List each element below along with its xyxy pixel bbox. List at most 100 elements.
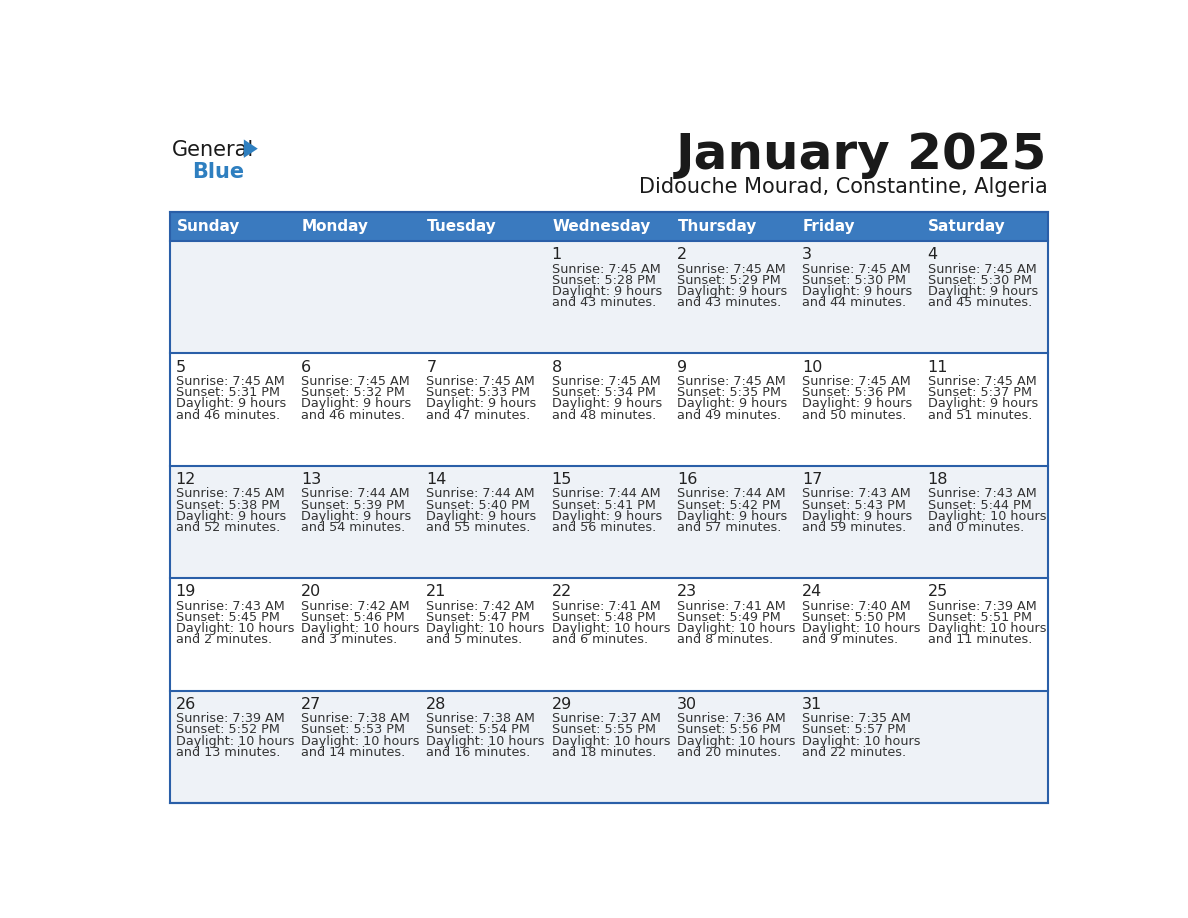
Text: and 8 minutes.: and 8 minutes. <box>677 633 773 646</box>
Text: 3: 3 <box>802 247 813 263</box>
Text: Daylight: 9 hours: Daylight: 9 hours <box>677 285 788 298</box>
Text: Daylight: 9 hours: Daylight: 9 hours <box>426 509 537 522</box>
Text: and 11 minutes.: and 11 minutes. <box>928 633 1032 646</box>
Text: and 9 minutes.: and 9 minutes. <box>802 633 898 646</box>
Text: Sunset: 5:32 PM: Sunset: 5:32 PM <box>301 386 405 399</box>
Text: Thursday: Thursday <box>677 218 757 234</box>
Text: 9: 9 <box>677 360 687 375</box>
Text: 25: 25 <box>928 585 948 599</box>
Text: Sunrise: 7:38 AM: Sunrise: 7:38 AM <box>301 712 410 725</box>
Text: and 54 minutes.: and 54 minutes. <box>301 521 405 534</box>
Text: Sunset: 5:29 PM: Sunset: 5:29 PM <box>677 274 781 286</box>
Text: Sunrise: 7:42 AM: Sunrise: 7:42 AM <box>426 599 535 613</box>
Text: and 47 minutes.: and 47 minutes. <box>426 409 531 421</box>
Text: Sunrise: 7:44 AM: Sunrise: 7:44 AM <box>426 487 535 500</box>
Text: and 49 minutes.: and 49 minutes. <box>677 409 781 421</box>
Text: 22: 22 <box>551 585 571 599</box>
Text: 14: 14 <box>426 472 447 487</box>
Text: Sunset: 5:51 PM: Sunset: 5:51 PM <box>928 611 1031 624</box>
Text: and 57 minutes.: and 57 minutes. <box>677 521 782 534</box>
Text: Daylight: 10 hours: Daylight: 10 hours <box>551 734 670 747</box>
Text: Daylight: 10 hours: Daylight: 10 hours <box>176 622 295 635</box>
Text: Daylight: 10 hours: Daylight: 10 hours <box>426 622 545 635</box>
Text: 1: 1 <box>551 247 562 263</box>
Text: Sunset: 5:52 PM: Sunset: 5:52 PM <box>176 723 279 736</box>
Text: and 13 minutes.: and 13 minutes. <box>176 745 280 759</box>
Bar <box>170 466 1048 578</box>
Text: 21: 21 <box>426 585 447 599</box>
Bar <box>170 212 296 241</box>
Text: Sunrise: 7:45 AM: Sunrise: 7:45 AM <box>426 375 535 388</box>
Text: and 43 minutes.: and 43 minutes. <box>551 297 656 309</box>
Text: Sunset: 5:55 PM: Sunset: 5:55 PM <box>551 723 656 736</box>
Text: 2: 2 <box>677 247 687 263</box>
Text: and 43 minutes.: and 43 minutes. <box>677 297 782 309</box>
Text: Sunset: 5:56 PM: Sunset: 5:56 PM <box>677 723 781 736</box>
Text: and 18 minutes.: and 18 minutes. <box>551 745 656 759</box>
Bar <box>170 690 1048 803</box>
Text: Sunset: 5:44 PM: Sunset: 5:44 PM <box>928 498 1031 511</box>
Text: and 48 minutes.: and 48 minutes. <box>551 409 656 421</box>
Bar <box>170 578 1048 690</box>
Text: Sunrise: 7:39 AM: Sunrise: 7:39 AM <box>176 712 284 725</box>
Text: 17: 17 <box>802 472 822 487</box>
Text: Sunrise: 7:43 AM: Sunrise: 7:43 AM <box>928 487 1036 500</box>
Text: Daylight: 10 hours: Daylight: 10 hours <box>301 734 419 747</box>
Text: Sunrise: 7:45 AM: Sunrise: 7:45 AM <box>301 375 410 388</box>
Text: and 51 minutes.: and 51 minutes. <box>928 409 1032 421</box>
Text: Daylight: 10 hours: Daylight: 10 hours <box>928 622 1047 635</box>
Text: and 0 minutes.: and 0 minutes. <box>928 521 1024 534</box>
Text: 27: 27 <box>301 697 321 711</box>
Text: Sunrise: 7:45 AM: Sunrise: 7:45 AM <box>176 375 284 388</box>
Text: and 2 minutes.: and 2 minutes. <box>176 633 272 646</box>
Text: Didouche Mourad, Constantine, Algeria: Didouche Mourad, Constantine, Algeria <box>639 177 1048 197</box>
Text: Sunrise: 7:43 AM: Sunrise: 7:43 AM <box>802 487 911 500</box>
Text: and 50 minutes.: and 50 minutes. <box>802 409 906 421</box>
Text: 23: 23 <box>677 585 697 599</box>
Text: Sunrise: 7:44 AM: Sunrise: 7:44 AM <box>677 487 785 500</box>
Text: Blue: Blue <box>192 162 244 182</box>
Text: 10: 10 <box>802 360 822 375</box>
Bar <box>546 212 671 241</box>
Text: 18: 18 <box>928 472 948 487</box>
Text: Sunset: 5:28 PM: Sunset: 5:28 PM <box>551 274 656 286</box>
Text: Daylight: 10 hours: Daylight: 10 hours <box>426 734 545 747</box>
Text: Sunset: 5:38 PM: Sunset: 5:38 PM <box>176 498 279 511</box>
Text: Sunset: 5:48 PM: Sunset: 5:48 PM <box>551 611 656 624</box>
Text: Sunrise: 7:44 AM: Sunrise: 7:44 AM <box>551 487 661 500</box>
Text: and 6 minutes.: and 6 minutes. <box>551 633 647 646</box>
Text: and 44 minutes.: and 44 minutes. <box>802 297 906 309</box>
Text: Daylight: 10 hours: Daylight: 10 hours <box>802 622 921 635</box>
Text: Sunrise: 7:39 AM: Sunrise: 7:39 AM <box>928 599 1036 613</box>
Text: Daylight: 9 hours: Daylight: 9 hours <box>176 509 286 522</box>
Text: Sunset: 5:35 PM: Sunset: 5:35 PM <box>677 386 781 399</box>
Text: Sunset: 5:46 PM: Sunset: 5:46 PM <box>301 611 405 624</box>
Text: Daylight: 9 hours: Daylight: 9 hours <box>551 285 662 298</box>
Text: Sunset: 5:50 PM: Sunset: 5:50 PM <box>802 611 906 624</box>
Polygon shape <box>244 140 258 158</box>
Text: 15: 15 <box>551 472 571 487</box>
Text: Daylight: 10 hours: Daylight: 10 hours <box>551 622 670 635</box>
Text: Sunset: 5:43 PM: Sunset: 5:43 PM <box>802 498 906 511</box>
Text: Sunrise: 7:40 AM: Sunrise: 7:40 AM <box>802 599 911 613</box>
Text: Sunset: 5:33 PM: Sunset: 5:33 PM <box>426 386 530 399</box>
Text: Sunrise: 7:41 AM: Sunrise: 7:41 AM <box>677 599 785 613</box>
Text: and 5 minutes.: and 5 minutes. <box>426 633 523 646</box>
Text: Daylight: 10 hours: Daylight: 10 hours <box>802 734 921 747</box>
Text: Daylight: 9 hours: Daylight: 9 hours <box>677 509 788 522</box>
Text: 6: 6 <box>301 360 311 375</box>
Text: and 55 minutes.: and 55 minutes. <box>426 521 531 534</box>
Text: Daylight: 10 hours: Daylight: 10 hours <box>677 734 796 747</box>
Text: Sunset: 5:53 PM: Sunset: 5:53 PM <box>301 723 405 736</box>
Text: 8: 8 <box>551 360 562 375</box>
Text: Sunrise: 7:45 AM: Sunrise: 7:45 AM <box>677 263 785 275</box>
Text: Friday: Friday <box>803 218 855 234</box>
Text: Daylight: 9 hours: Daylight: 9 hours <box>677 397 788 410</box>
Text: Daylight: 9 hours: Daylight: 9 hours <box>802 397 912 410</box>
Bar <box>421 212 546 241</box>
Text: Daylight: 9 hours: Daylight: 9 hours <box>426 397 537 410</box>
Text: Sunset: 5:39 PM: Sunset: 5:39 PM <box>301 498 405 511</box>
Text: Daylight: 9 hours: Daylight: 9 hours <box>551 397 662 410</box>
Text: Daylight: 10 hours: Daylight: 10 hours <box>176 734 295 747</box>
Text: Sunrise: 7:38 AM: Sunrise: 7:38 AM <box>426 712 535 725</box>
